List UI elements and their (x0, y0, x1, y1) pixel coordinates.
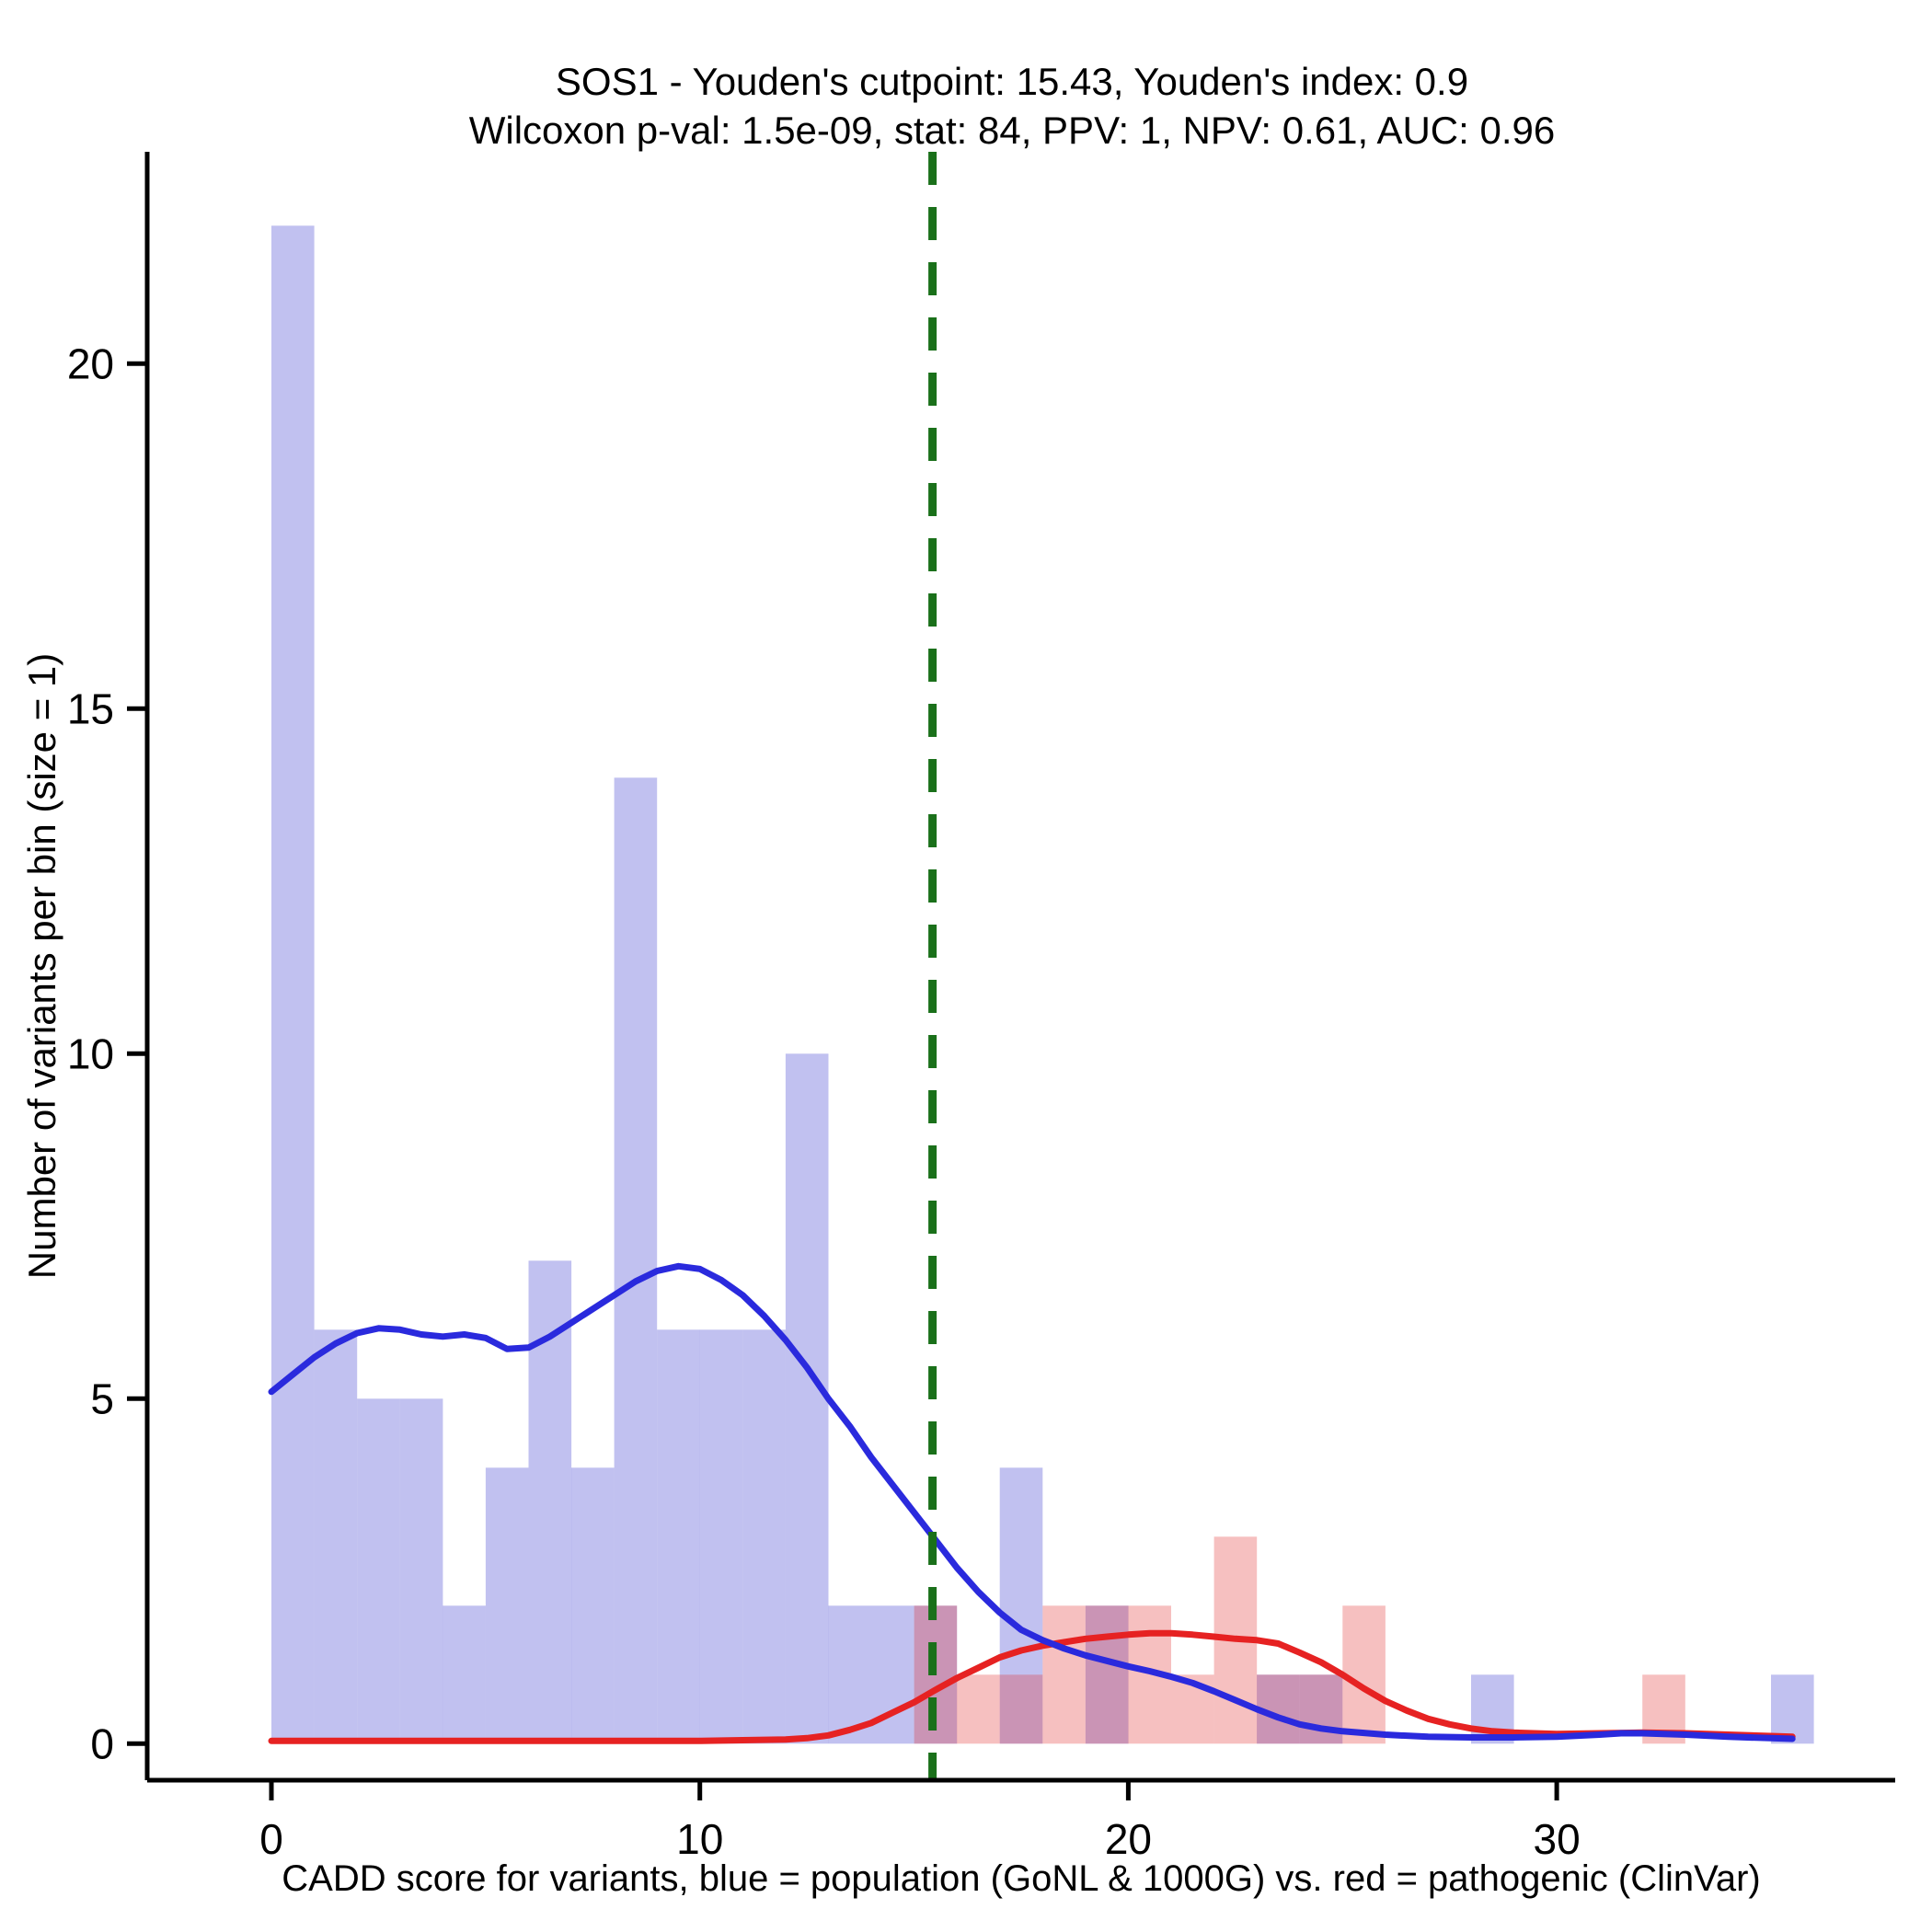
population-bar (657, 1329, 700, 1744)
pathogenic-bar (1085, 1605, 1129, 1744)
population-bar (314, 1329, 358, 1744)
pathogenic-bar (1042, 1605, 1086, 1744)
population-bar (742, 1329, 786, 1744)
population-bar (271, 225, 315, 1744)
axes (144, 152, 1895, 1783)
pathogenic-bar (999, 1674, 1043, 1744)
y-tick-label: 0 (90, 1719, 114, 1767)
plot-area: 0 10 20 30 0 5 10 15 20 (67, 152, 1895, 1863)
x-tick-label: 30 (1534, 1815, 1581, 1863)
population-bar (399, 1398, 443, 1744)
population-bar (571, 1467, 615, 1744)
population-bar (999, 1467, 1043, 1744)
population-bar (785, 1053, 829, 1744)
x-tick-label: 0 (259, 1815, 283, 1863)
y-tick-label: 15 (67, 684, 114, 732)
x-tick-label: 20 (1105, 1815, 1152, 1863)
population-bar (357, 1398, 400, 1744)
pathogenic-bars (914, 1536, 1685, 1744)
population-bars (271, 225, 1814, 1744)
chart-subtitle: Wilcoxon p-val: 1.5e-09, stat: 84, PPV: … (469, 109, 1555, 152)
population-bar (828, 1605, 871, 1744)
pathogenic-bar (957, 1674, 1000, 1744)
y-tick-label: 20 (67, 339, 114, 387)
pathogenic-bar (1342, 1605, 1386, 1744)
x-axis-label: CADD score for variants, blue = populati… (282, 1858, 1760, 1899)
population-bar (1771, 1674, 1814, 1744)
pathogenic-density-line (268, 1629, 1796, 1744)
population-bar (1085, 1605, 1129, 1744)
y-tick-label: 5 (90, 1374, 114, 1422)
y-axis-label: Number of variants per bin (size = 1) (20, 653, 63, 1279)
population-bar (699, 1329, 743, 1744)
population-bar (485, 1467, 529, 1744)
population-bar (614, 777, 658, 1744)
y-tick-label: 10 (67, 1029, 114, 1077)
x-tick-label: 10 (676, 1815, 723, 1863)
population-bar (443, 1605, 486, 1744)
chart-title: SOS1 - Youden's cutpoint: 15.43, Youden'… (556, 60, 1468, 103)
